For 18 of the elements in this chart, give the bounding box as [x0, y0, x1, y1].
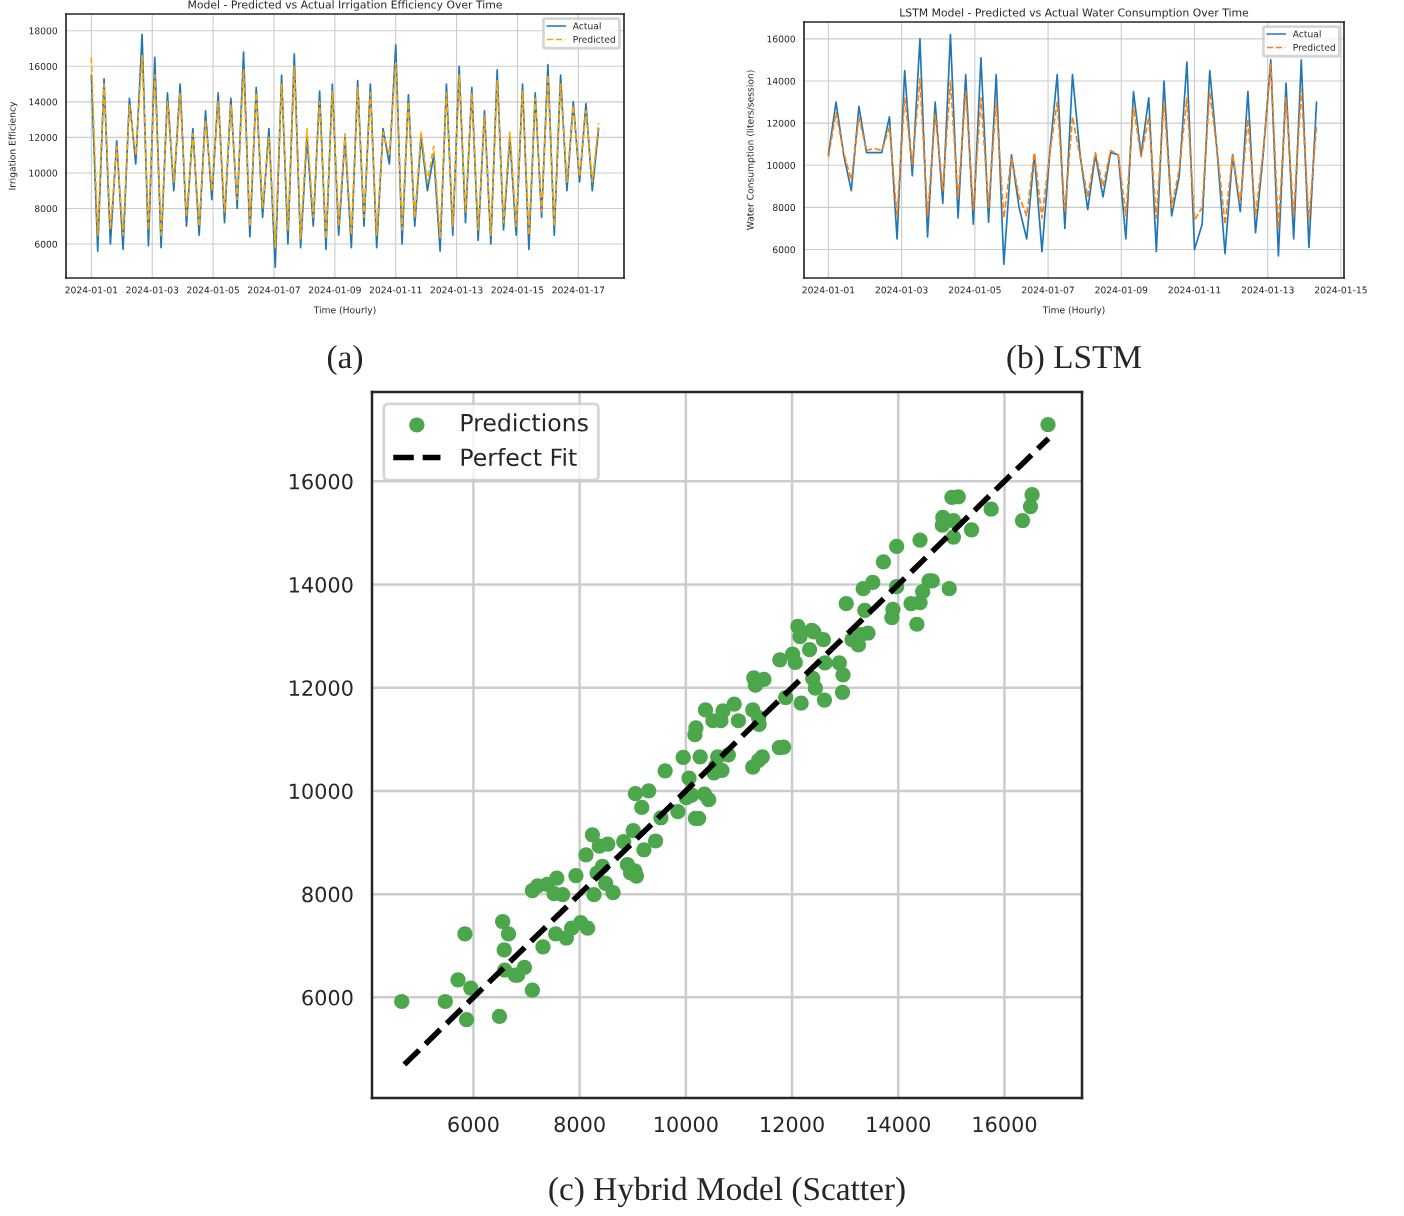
x-tick-label: 6000 — [448, 1116, 499, 1133]
text: (c) Hybrid Model (Scatter) — [549, 1176, 905, 1208]
legend-label: Perfect Fit — [461, 447, 577, 467]
y-tick-label: 10000 — [289, 783, 353, 800]
legend-label: Predictions — [461, 413, 588, 432]
x-tick-label: 16000 — [973, 1116, 1037, 1133]
text: (b) LSTM — [1007, 344, 1142, 376]
y-tick-label: 12000 — [289, 680, 353, 696]
x-tick-label: 14000 — [867, 1116, 931, 1133]
x-tick-label: 10000 — [654, 1116, 718, 1133]
y-tick-label: 6000 — [302, 989, 353, 1006]
line-series — [90, 54, 600, 249]
line-series — [827, 63, 1318, 230]
x-tick-label: 8000 — [554, 1116, 605, 1133]
y-tick-label: 8000 — [302, 886, 353, 903]
y-tick-label: 14000 — [289, 576, 353, 593]
text: (a) — [327, 344, 363, 376]
y-tick-label: 16000 — [289, 473, 353, 490]
